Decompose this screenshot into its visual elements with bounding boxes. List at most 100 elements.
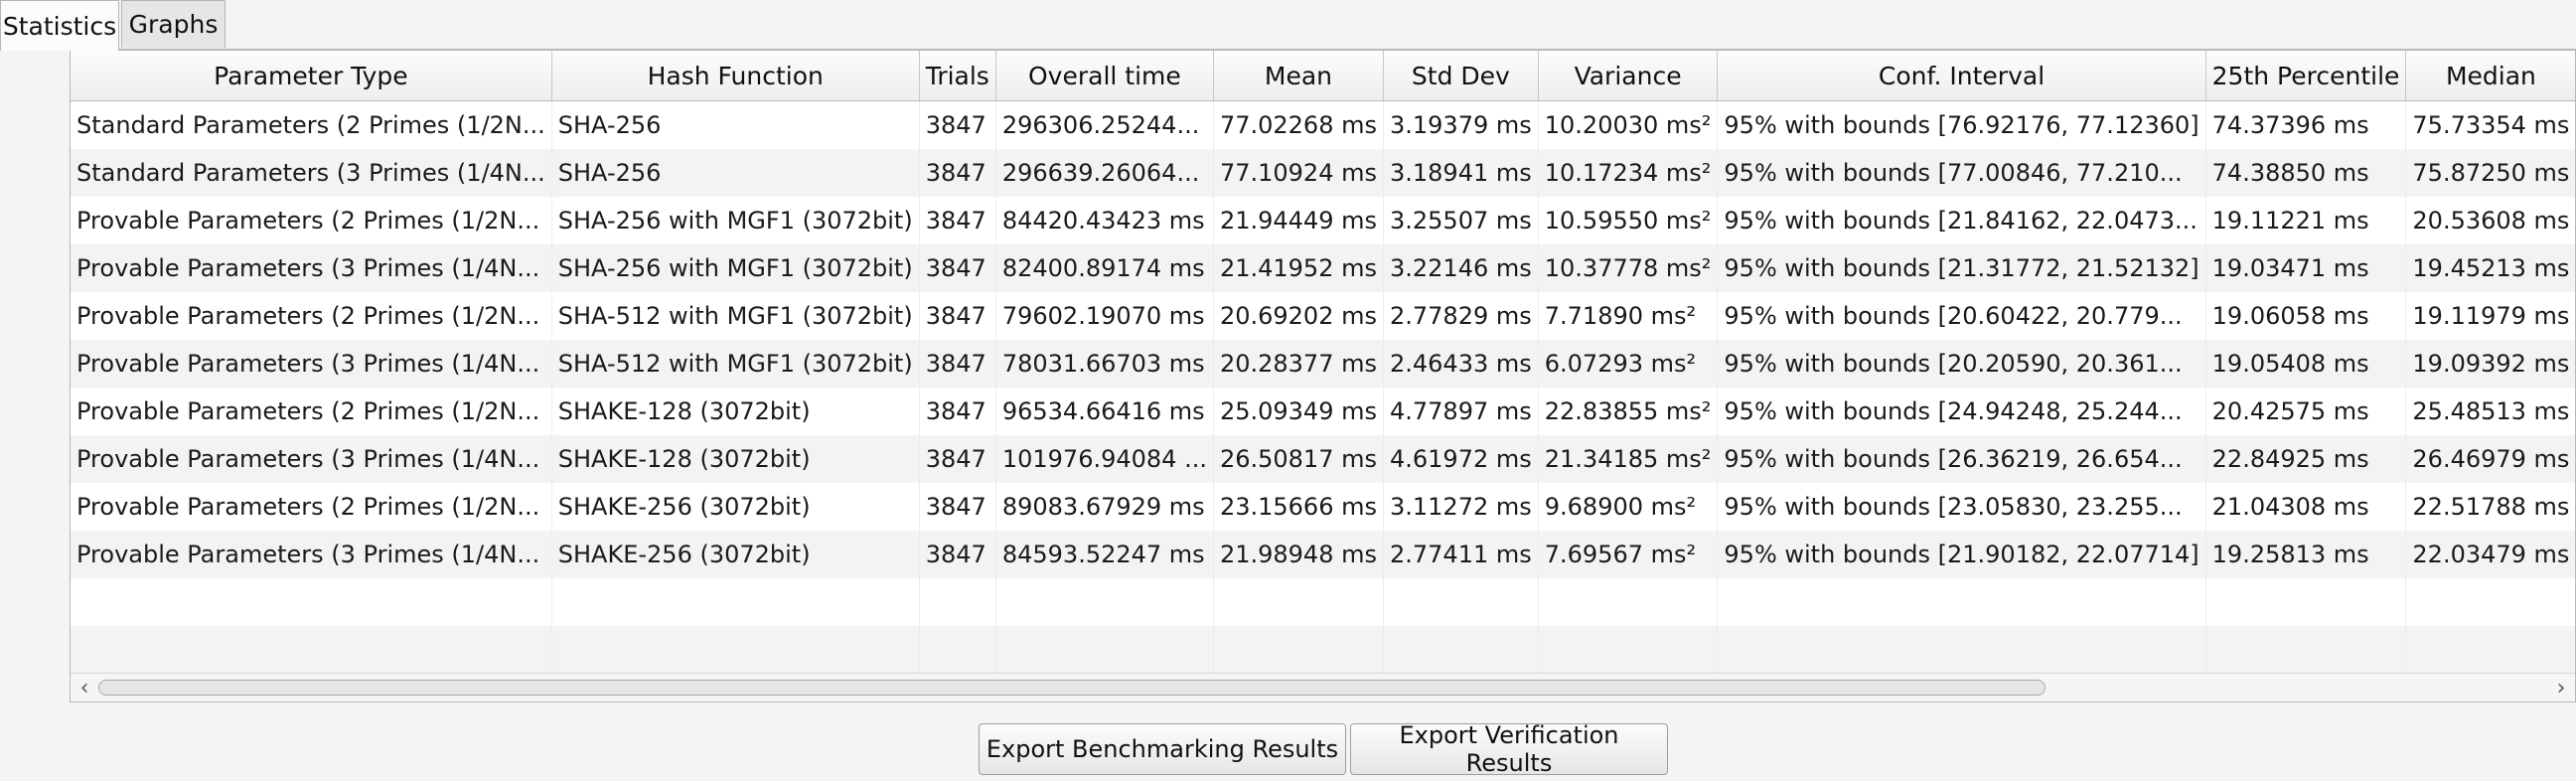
- table-cell: 21.98948 ms: [1213, 530, 1384, 578]
- table-row[interactable]: Provable Parameters (2 Primes (1/2N... SH…: [71, 196, 2575, 244]
- table-cell: 21.34185 ms²: [1538, 434, 1719, 483]
- tab-graphs[interactable]: Graphs: [121, 0, 226, 48]
- table-cell: 3847: [919, 291, 996, 340]
- column-header[interactable]: Conf. Interval: [1717, 51, 2206, 101]
- table-cell: 95% with bounds [20.20590, 20.361...: [1717, 339, 2206, 388]
- table-cell: 3847: [919, 482, 996, 531]
- column-header[interactable]: Hash Function: [551, 51, 920, 101]
- table-cell: 3847: [919, 148, 996, 197]
- table-cell: 296306.25244...: [995, 100, 1214, 149]
- tab-statistics[interactable]: Statistics: [0, 0, 119, 51]
- table-cell: 3847: [919, 339, 996, 388]
- table-cell: 84593.52247 ms: [995, 530, 1214, 578]
- scroll-right-arrow-icon[interactable]: ›: [2556, 675, 2566, 701]
- table-cell: 74.37396 ms: [2205, 100, 2407, 149]
- table-cell: SHAKE-256 (3072bit): [551, 482, 920, 531]
- table-cell: 20.53608 ms: [2405, 196, 2575, 244]
- table-cell: 3847: [919, 434, 996, 483]
- table-row[interactable]: Provable Parameters (3 Primes (1/4N... SH…: [71, 339, 2575, 388]
- column-header[interactable]: Mean: [1213, 51, 1384, 101]
- export-benchmarking-results-button[interactable]: Export Benchmarking Results: [979, 723, 1346, 775]
- table-cell: 6.07293 ms²: [1538, 339, 1719, 388]
- empty-cell: [995, 577, 1214, 626]
- statistics-table: Parameter Type Hash Function Trials Overall…: [70, 50, 2576, 703]
- table-cell: 95% with bounds [24.94248, 25.244...: [1717, 387, 2206, 435]
- table-cell: 84420.43423 ms: [995, 196, 1214, 244]
- empty-cell: [919, 625, 996, 674]
- column-header[interactable]: Std Dev: [1383, 51, 1539, 101]
- column-header[interactable]: Trials: [919, 51, 996, 101]
- table-cell: 10.20030 ms²: [1538, 100, 1719, 149]
- table-cell: 3847: [919, 243, 996, 292]
- table-cell: 77.02268 ms: [1213, 100, 1384, 149]
- table-cell: 25.48513 ms: [2405, 387, 2575, 435]
- table-cell: 10.59550 ms²: [1538, 196, 1719, 244]
- table-cell: 2.46433 ms: [1383, 339, 1539, 388]
- table-cell: Provable Parameters (2 Primes (1/2N...: [71, 387, 552, 435]
- table-cell: 25.09349 ms: [1213, 387, 1384, 435]
- table-cell: SHA-256: [551, 100, 920, 149]
- table-cell: 3.18941 ms: [1383, 148, 1539, 197]
- table-header-row: Parameter Type Hash Function Trials Overall…: [71, 51, 2575, 101]
- empty-cell: [1538, 625, 1719, 674]
- table-cell: 95% with bounds [23.05830, 23.255...: [1717, 482, 2206, 531]
- column-header[interactable]: Variance: [1538, 51, 1719, 101]
- column-header[interactable]: 25th Percentile: [2205, 51, 2407, 101]
- table-row[interactable]: Provable Parameters (2 Primes (1/2N... SH…: [71, 291, 2575, 340]
- table-cell: 82400.89174 ms: [995, 243, 1214, 292]
- table-cell: 19.09392 ms: [2405, 339, 2575, 388]
- table-cell: Provable Parameters (2 Primes (1/2N...: [71, 291, 552, 340]
- table-row[interactable]: Provable Parameters (2 Primes (1/2N... SH…: [71, 387, 2575, 435]
- empty-cell: [71, 625, 552, 674]
- table-cell: 20.28377 ms: [1213, 339, 1384, 388]
- table-cell: 22.83855 ms²: [1538, 387, 1719, 435]
- scroll-left-arrow-icon[interactable]: ‹: [79, 675, 89, 701]
- empty-cell: [2405, 625, 2575, 674]
- table-cell: SHAKE-128 (3072bit): [551, 387, 920, 435]
- table-cell: SHA-256: [551, 148, 920, 197]
- table-cell: 22.84925 ms: [2205, 434, 2407, 483]
- table-row[interactable]: Standard Parameters (3 Primes (1/4N... SH…: [71, 148, 2575, 197]
- table-row[interactable]: Provable Parameters (3 Primes (1/4N... SH…: [71, 434, 2575, 483]
- column-header[interactable]: Median: [2405, 51, 2575, 101]
- tab-bar: Statistics Graphs: [0, 0, 2576, 51]
- column-header[interactable]: Parameter Type: [71, 51, 552, 101]
- table-cell: 19.25813 ms: [2205, 530, 2407, 578]
- table-row[interactable]: Standard Parameters (2 Primes (1/2N... SH…: [71, 100, 2575, 149]
- table-cell: 19.11979 ms: [2405, 291, 2575, 340]
- empty-row: [71, 577, 2575, 626]
- table-row[interactable]: Provable Parameters (3 Primes (1/4N... SH…: [71, 530, 2575, 578]
- table-cell: 20.69202 ms: [1213, 291, 1384, 340]
- table-cell: 10.37778 ms²: [1538, 243, 1719, 292]
- table-cell: 10.17234 ms²: [1538, 148, 1719, 197]
- table-row[interactable]: Provable Parameters (2 Primes (1/2N... SH…: [71, 482, 2575, 531]
- table-cell: Provable Parameters (3 Primes (1/4N...: [71, 530, 552, 578]
- table-cell: 96534.66416 ms: [995, 387, 1214, 435]
- empty-cell: [1213, 625, 1384, 674]
- empty-cell: [1213, 577, 1384, 626]
- table-cell: SHA-512 with MGF1 (3072bit): [551, 291, 920, 340]
- table-row[interactable]: Provable Parameters (3 Primes (1/4N... SH…: [71, 243, 2575, 292]
- table-cell: SHA-256 with MGF1 (3072bit): [551, 196, 920, 244]
- table-cell: 20.42575 ms: [2205, 387, 2407, 435]
- table-cell: 19.45213 ms: [2405, 243, 2575, 292]
- column-header[interactable]: Overall time: [995, 51, 1214, 101]
- table-cell: SHA-256 with MGF1 (3072bit): [551, 243, 920, 292]
- table-cell: 95% with bounds [20.60422, 20.779...: [1717, 291, 2206, 340]
- horizontal-scrollbar[interactable]: ‹ ›: [71, 673, 2575, 702]
- empty-cell: [551, 625, 920, 674]
- table-cell: Provable Parameters (2 Primes (1/2N...: [71, 196, 552, 244]
- scrollbar-thumb[interactable]: [98, 680, 2046, 696]
- table-cell: 19.03471 ms: [2205, 243, 2407, 292]
- table-cell: 95% with bounds [77.00846, 77.210...: [1717, 148, 2206, 197]
- table-cell: 3847: [919, 196, 996, 244]
- table-cell: 19.11221 ms: [2205, 196, 2407, 244]
- table-cell: 101976.94084 ...: [995, 434, 1214, 483]
- export-verification-results-button[interactable]: Export Verification Results: [1350, 721, 1668, 777]
- table-cell: 22.51788 ms: [2405, 482, 2575, 531]
- table-cell: 3847: [919, 387, 996, 435]
- table-cell: 95% with bounds [76.92176, 77.12360]: [1717, 100, 2206, 149]
- table-cell: 7.69567 ms²: [1538, 530, 1719, 578]
- table-cell: 3.22146 ms: [1383, 243, 1539, 292]
- table-cell: SHAKE-256 (3072bit): [551, 530, 920, 578]
